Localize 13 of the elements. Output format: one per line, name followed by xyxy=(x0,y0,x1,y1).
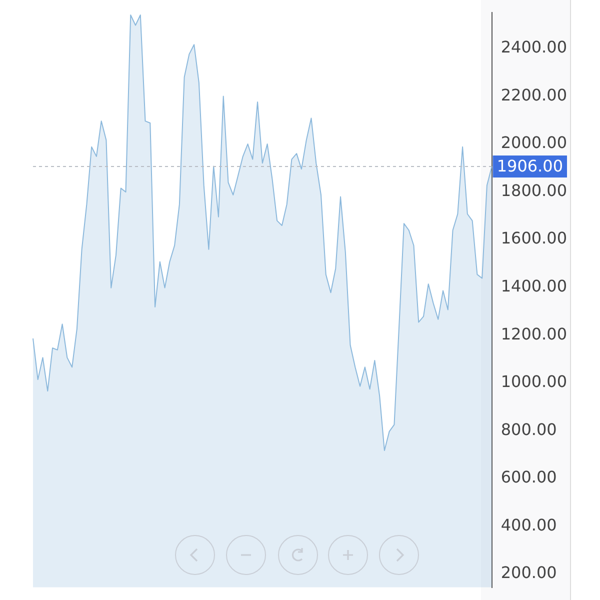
y-tick-label: 800.00 xyxy=(500,420,557,439)
y-tick-label: 400.00 xyxy=(500,515,557,534)
y-tick-label: 200.00 xyxy=(500,563,557,582)
y-tick-label: 1200.00 xyxy=(500,324,568,344)
y-tick-label: 1000.00 xyxy=(500,372,568,392)
y-tick-label: 1400.00 xyxy=(500,276,568,296)
y-tick-label: 2400.00 xyxy=(500,38,568,57)
y-tick-label: 1800.00 xyxy=(500,180,568,200)
y-tick-label: 2200.00 xyxy=(500,85,568,104)
y-tick-label: 1600.00 xyxy=(500,228,568,248)
y-tick-label: 600.00 xyxy=(500,468,557,487)
y-tick-label: 2000.00 xyxy=(500,133,568,152)
ref-line-label: 1906.00 xyxy=(496,156,564,176)
